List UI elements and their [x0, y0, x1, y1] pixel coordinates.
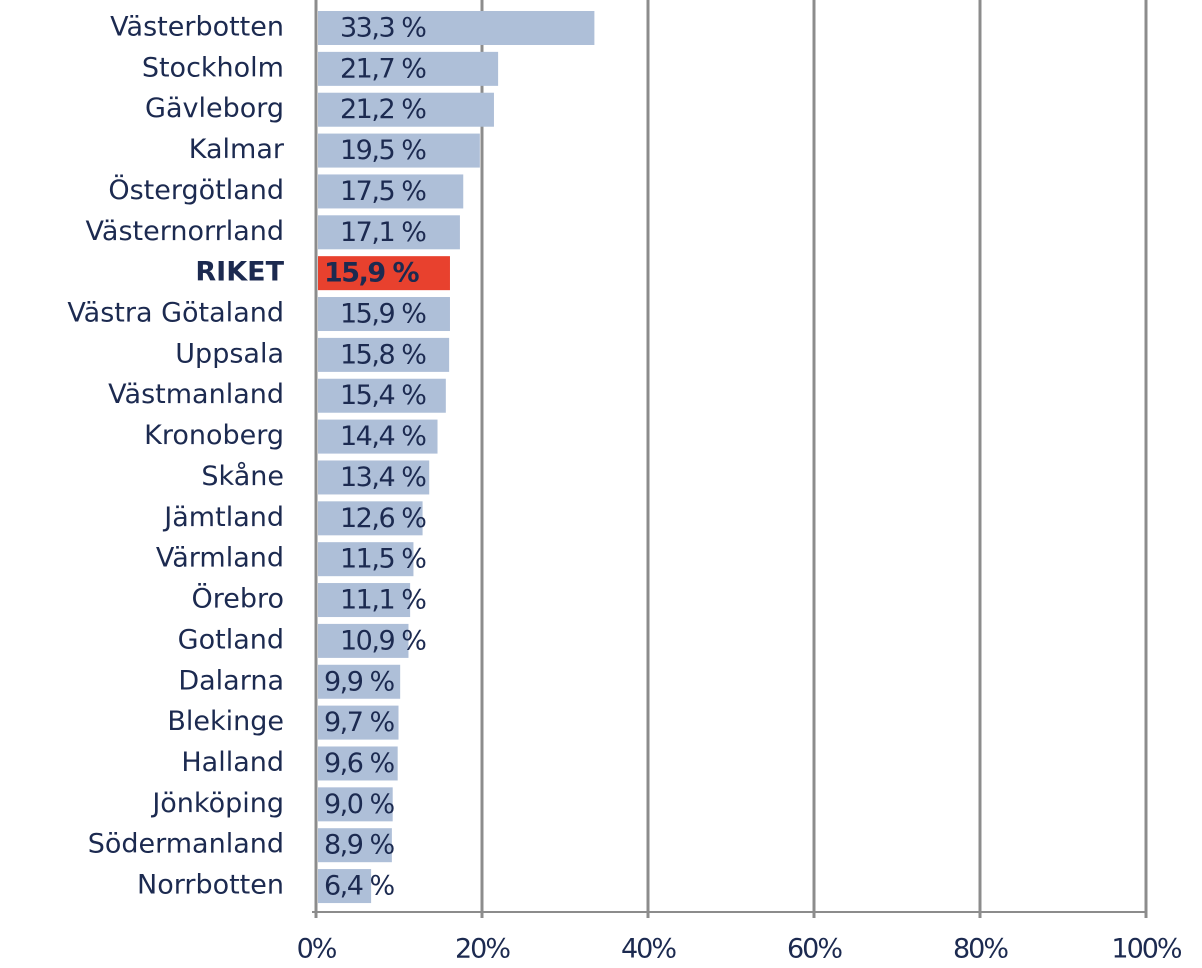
bar: [318, 133, 480, 168]
value-label: 11,5 %: [340, 544, 426, 575]
bar: [318, 501, 423, 536]
bar: [318, 623, 409, 658]
value-label: 10,9 %: [340, 625, 426, 656]
value-label: 15,9 %: [324, 258, 420, 289]
value-label: 15,4 %: [340, 380, 426, 411]
category-label: Gotland: [178, 624, 284, 655]
category-label: Stockholm: [142, 52, 284, 83]
x-tick-label: 80%: [953, 934, 1008, 965]
value-label: 17,5 %: [340, 176, 426, 207]
x-tick-label: 40%: [621, 934, 676, 965]
category-label: Kalmar: [189, 134, 285, 165]
bar: [318, 460, 430, 495]
category-label: Norrbotten: [137, 870, 284, 901]
bar: [318, 378, 446, 413]
category-label: Jönköping: [150, 788, 284, 819]
x-tick-label: 0%: [297, 934, 337, 965]
bar: [318, 705, 399, 740]
category-label: Västmanland: [108, 379, 284, 410]
bar: [318, 583, 411, 618]
bar: [318, 256, 450, 291]
value-label: 6,4 %: [324, 871, 395, 902]
category-label: Skåne: [201, 461, 284, 492]
bar: [318, 664, 401, 699]
category-label: Dalarna: [178, 665, 284, 696]
category-label: Värmland: [156, 543, 284, 574]
value-label: 33,3 %: [340, 13, 426, 44]
category-label: Jämtland: [162, 502, 284, 533]
category-label: Västernorrland: [86, 216, 284, 247]
category-label: Västra Götaland: [67, 298, 284, 329]
bar: [318, 297, 450, 332]
category-label: Uppsala: [175, 338, 284, 369]
category-label: Örebro: [191, 583, 284, 615]
x-tick-label: 20%: [455, 934, 510, 965]
category-label: Södermanland: [88, 829, 284, 860]
value-label: 17,1 %: [340, 217, 426, 248]
bar: [318, 746, 398, 781]
value-label: 13,4 %: [340, 462, 426, 493]
value-label: 14,4 %: [340, 421, 426, 452]
category-label: Östergötland: [108, 174, 284, 206]
value-label: 12,6 %: [340, 503, 426, 534]
value-label: 21,7 %: [340, 53, 426, 84]
bar: [318, 92, 494, 127]
bar: [318, 828, 392, 863]
value-label: 9,7 %: [324, 707, 395, 738]
bar: [318, 787, 393, 822]
bar: [318, 51, 499, 86]
value-label: 15,9 %: [340, 299, 426, 330]
category-label: Kronoberg: [144, 420, 284, 451]
bar: [318, 215, 460, 250]
bar: [318, 542, 414, 577]
bar: [318, 11, 595, 45]
x-tick-label: 60%: [787, 934, 842, 965]
value-label: 19,5 %: [340, 135, 426, 166]
value-label: 9,6 %: [324, 748, 395, 779]
x-tick-label: 100%: [1111, 934, 1182, 965]
category-label: Gävleborg: [145, 93, 284, 124]
category-label: Blekinge: [167, 706, 284, 737]
value-label: 9,9 %: [324, 666, 395, 697]
bar: [318, 174, 464, 209]
value-label: 15,8 %: [340, 339, 426, 370]
value-label: 11,1 %: [340, 585, 426, 616]
bar: [318, 419, 438, 454]
value-label: 8,9 %: [324, 830, 395, 861]
category-label: Halland: [181, 747, 284, 778]
category-label: RIKET: [195, 257, 284, 288]
bar: [318, 869, 372, 904]
bar: [318, 337, 450, 372]
value-label: 9,0 %: [324, 789, 395, 820]
value-label: 21,2 %: [340, 94, 426, 125]
category-label: Västerbotten: [110, 12, 284, 43]
